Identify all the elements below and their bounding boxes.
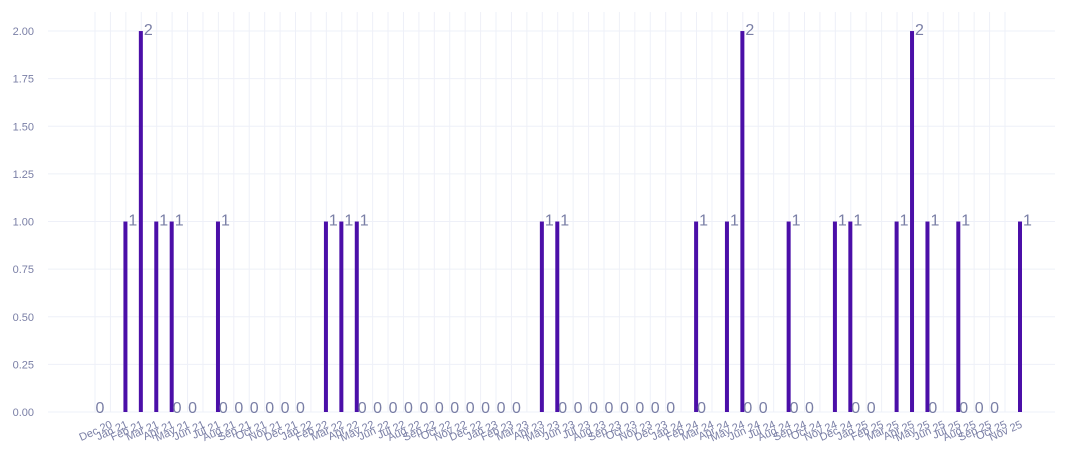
y-tick-label: 1.00	[13, 217, 34, 229]
data-label: 1	[1023, 213, 1032, 230]
bar	[339, 221, 344, 412]
data-label: 1	[853, 213, 862, 230]
bar	[154, 221, 159, 412]
bar	[1018, 221, 1022, 412]
bar	[724, 221, 729, 412]
bar	[740, 31, 745, 413]
data-label: 1	[344, 213, 353, 230]
data-label: 0	[219, 400, 228, 417]
bar	[555, 221, 560, 412]
bar	[848, 221, 853, 412]
data-label: 1	[360, 213, 369, 230]
data-label: 0	[928, 400, 937, 417]
data-label: 0	[851, 400, 860, 417]
data-label: 0	[173, 400, 182, 417]
data-label: 1	[545, 213, 554, 230]
data-label: 1	[838, 213, 847, 230]
y-tick-label: 1.75	[13, 74, 34, 86]
data-label: 0	[497, 400, 506, 417]
data-label: 0	[867, 400, 876, 417]
data-label: 0	[605, 400, 614, 417]
bar	[786, 221, 791, 412]
data-label: 0	[574, 400, 583, 417]
bars	[123, 31, 1022, 413]
data-label: 0	[759, 400, 768, 417]
data-label: 0	[990, 400, 999, 417]
data-label: 0	[697, 400, 706, 417]
data-label: 0	[419, 400, 428, 417]
y-tick-label: 1.50	[13, 121, 34, 133]
bar	[354, 221, 359, 412]
data-label: 1	[221, 213, 230, 230]
data-label: 0	[743, 400, 752, 417]
y-tick-label: 0.00	[13, 407, 34, 419]
bar	[832, 221, 837, 412]
data-label: 0	[558, 400, 567, 417]
data-label: 2	[745, 22, 754, 39]
bar	[123, 221, 128, 412]
data-label: 0	[481, 400, 490, 417]
data-label: 0	[234, 400, 243, 417]
data-label: 0	[188, 400, 197, 417]
data-label: 0	[975, 400, 984, 417]
x-tick-label: Nov 25	[987, 419, 1024, 444]
data-label: 1	[961, 213, 970, 230]
data-label: 1	[730, 213, 739, 230]
data-label: 0	[358, 400, 367, 417]
bar	[215, 221, 220, 412]
data-label: 0	[620, 400, 629, 417]
data-label: 0	[959, 400, 968, 417]
data-label: 2	[915, 22, 924, 39]
data-label: 2	[144, 22, 153, 39]
bar	[910, 31, 915, 413]
y-tick-label: 1.25	[13, 169, 34, 181]
data-label: 0	[281, 400, 290, 417]
data-label: 1	[792, 213, 801, 230]
y-axis: 0.00 0.25 0.50 0.75 1.00 1.25 1.50 1.75 2.00	[13, 26, 34, 419]
data-label: 0	[96, 400, 105, 417]
data-label: 0	[466, 400, 475, 417]
data-label: 0	[512, 400, 521, 417]
data-label: 0	[589, 400, 598, 417]
data-label: 0	[265, 400, 274, 417]
data-label: 0	[666, 400, 675, 417]
bar	[956, 221, 961, 412]
data-label: 0	[389, 400, 398, 417]
data-label: 1	[175, 213, 184, 230]
y-tick-label: 2.00	[13, 26, 34, 38]
bar	[694, 221, 699, 412]
data-label: 0	[296, 400, 305, 417]
y-tick-label: 0.50	[13, 312, 34, 324]
data-label: 0	[805, 400, 814, 417]
data-label: 1	[699, 213, 708, 230]
bar	[138, 31, 143, 413]
data-label: 1	[159, 213, 168, 230]
bar	[169, 221, 174, 412]
data-label: 0	[373, 400, 382, 417]
data-label: 1	[329, 213, 338, 230]
data-label: 1	[930, 213, 939, 230]
data-label: 0	[250, 400, 259, 417]
data-label: 1	[560, 213, 569, 230]
y-tick-label: 0.75	[13, 264, 34, 276]
data-label: 0	[404, 400, 413, 417]
bar	[323, 221, 328, 412]
data-label: 1	[128, 213, 137, 230]
data-label: 0	[635, 400, 644, 417]
bar	[539, 221, 544, 412]
bar	[925, 221, 930, 412]
y-tick-label: 0.25	[13, 359, 34, 371]
bar	[894, 221, 899, 412]
data-label: 0	[435, 400, 444, 417]
data-label: 0	[651, 400, 660, 417]
data-label: 0	[790, 400, 799, 417]
data-label: 0	[450, 400, 459, 417]
data-label: 1	[900, 213, 909, 230]
